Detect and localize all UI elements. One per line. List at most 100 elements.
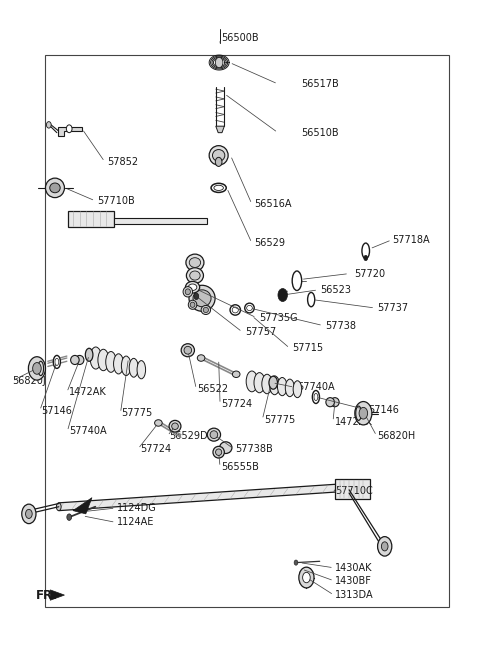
Polygon shape bbox=[114, 218, 207, 223]
Ellipse shape bbox=[85, 348, 93, 362]
Text: 57718A: 57718A bbox=[392, 235, 430, 245]
Circle shape bbox=[382, 542, 388, 551]
Ellipse shape bbox=[50, 183, 60, 193]
Text: 57724: 57724 bbox=[140, 444, 171, 454]
Circle shape bbox=[33, 363, 41, 374]
Polygon shape bbox=[58, 128, 82, 136]
Circle shape bbox=[28, 357, 46, 380]
Text: 57757: 57757 bbox=[245, 327, 276, 337]
Ellipse shape bbox=[181, 344, 194, 357]
Bar bbox=[46, 55, 449, 607]
Circle shape bbox=[294, 560, 298, 565]
Ellipse shape bbox=[190, 302, 195, 307]
Ellipse shape bbox=[189, 257, 201, 267]
Text: 57740A: 57740A bbox=[69, 426, 107, 436]
Ellipse shape bbox=[232, 371, 240, 377]
Ellipse shape bbox=[314, 394, 318, 401]
Circle shape bbox=[25, 510, 32, 519]
Ellipse shape bbox=[293, 381, 301, 398]
Ellipse shape bbox=[189, 286, 215, 311]
Text: 57775: 57775 bbox=[264, 415, 295, 424]
Circle shape bbox=[378, 536, 392, 556]
Text: 56820H: 56820H bbox=[378, 431, 416, 441]
Text: 56500B: 56500B bbox=[221, 33, 259, 43]
Ellipse shape bbox=[188, 300, 197, 309]
Ellipse shape bbox=[30, 508, 36, 520]
Text: 57738B: 57738B bbox=[235, 444, 273, 454]
Ellipse shape bbox=[269, 376, 277, 389]
Ellipse shape bbox=[219, 442, 232, 453]
Text: 56516A: 56516A bbox=[254, 199, 292, 209]
Ellipse shape bbox=[185, 282, 200, 293]
Text: 56820J: 56820J bbox=[12, 376, 46, 386]
Ellipse shape bbox=[247, 305, 252, 310]
Ellipse shape bbox=[56, 503, 61, 511]
Ellipse shape bbox=[155, 420, 162, 426]
Text: 57724: 57724 bbox=[221, 399, 252, 409]
Ellipse shape bbox=[214, 185, 223, 191]
Polygon shape bbox=[68, 211, 114, 227]
Ellipse shape bbox=[232, 307, 239, 313]
Circle shape bbox=[216, 157, 222, 166]
Circle shape bbox=[66, 125, 72, 133]
Text: FR.: FR. bbox=[36, 589, 58, 601]
Ellipse shape bbox=[186, 268, 204, 284]
Text: 57738: 57738 bbox=[325, 320, 356, 331]
Text: 57715: 57715 bbox=[292, 343, 324, 353]
Text: 57146: 57146 bbox=[368, 405, 399, 415]
Text: 56522: 56522 bbox=[197, 384, 228, 394]
Text: 57735G: 57735G bbox=[259, 312, 298, 323]
Ellipse shape bbox=[53, 356, 60, 368]
Ellipse shape bbox=[46, 178, 64, 198]
Ellipse shape bbox=[184, 346, 192, 354]
Ellipse shape bbox=[209, 145, 228, 165]
Text: 1430BF: 1430BF bbox=[335, 576, 372, 586]
Ellipse shape bbox=[211, 183, 226, 193]
Ellipse shape bbox=[137, 361, 145, 379]
Ellipse shape bbox=[172, 423, 179, 430]
Polygon shape bbox=[59, 483, 349, 511]
Ellipse shape bbox=[210, 431, 218, 439]
Ellipse shape bbox=[213, 149, 225, 161]
Ellipse shape bbox=[183, 287, 192, 297]
Circle shape bbox=[278, 289, 288, 301]
Circle shape bbox=[355, 402, 372, 425]
Text: 57852: 57852 bbox=[107, 157, 138, 167]
Polygon shape bbox=[216, 126, 224, 133]
Ellipse shape bbox=[169, 421, 181, 432]
Ellipse shape bbox=[312, 390, 320, 403]
Ellipse shape bbox=[254, 373, 265, 393]
Ellipse shape bbox=[277, 377, 287, 396]
Ellipse shape bbox=[185, 289, 191, 295]
Circle shape bbox=[194, 293, 199, 299]
Ellipse shape bbox=[378, 540, 384, 553]
Circle shape bbox=[22, 504, 36, 523]
Text: 1124AE: 1124AE bbox=[117, 517, 154, 527]
Ellipse shape bbox=[38, 362, 44, 375]
Text: 57740A: 57740A bbox=[297, 383, 335, 392]
Ellipse shape bbox=[190, 271, 200, 280]
Text: 56517B: 56517B bbox=[301, 79, 339, 89]
Ellipse shape bbox=[114, 354, 123, 374]
Ellipse shape bbox=[246, 371, 258, 392]
Polygon shape bbox=[50, 590, 64, 600]
Text: 56529: 56529 bbox=[254, 238, 285, 248]
Ellipse shape bbox=[230, 305, 240, 315]
Ellipse shape bbox=[362, 243, 370, 259]
Ellipse shape bbox=[129, 358, 138, 377]
Text: 1472AK: 1472AK bbox=[335, 417, 372, 426]
Ellipse shape bbox=[216, 449, 222, 455]
Ellipse shape bbox=[356, 406, 361, 421]
Ellipse shape bbox=[262, 374, 272, 394]
Text: 57737: 57737 bbox=[378, 303, 408, 313]
Ellipse shape bbox=[207, 428, 220, 441]
Text: 1124DG: 1124DG bbox=[117, 503, 156, 513]
Ellipse shape bbox=[245, 303, 254, 313]
Circle shape bbox=[47, 122, 51, 128]
Text: 57720: 57720 bbox=[354, 269, 385, 278]
Ellipse shape bbox=[197, 355, 205, 362]
Text: 57775: 57775 bbox=[121, 408, 153, 419]
Text: 56523: 56523 bbox=[321, 285, 352, 295]
Ellipse shape bbox=[98, 349, 109, 371]
Ellipse shape bbox=[186, 254, 204, 271]
